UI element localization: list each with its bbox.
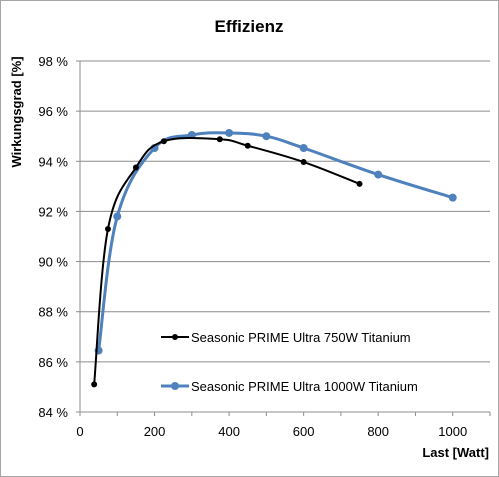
series-line-750w	[93, 137, 360, 385]
x-axis-label: Last [Watt]	[422, 445, 489, 460]
x-tick-label: 1000	[438, 424, 467, 439]
data-point-750w	[104, 225, 111, 232]
x-tick-label: 0	[76, 424, 83, 439]
series-line-1000w	[97, 131, 454, 351]
legend-marker-750w	[172, 334, 178, 340]
x-tick-label: 600	[293, 424, 315, 439]
axes-layer: 84 % 86 % 88 % 90 % 92 % 94 % 96 % 98 % 0 200 400 6…	[38, 54, 491, 439]
legend: Seasonic PRIME Ultra 750W Titanium Season…	[161, 330, 418, 394]
y-tick-label: 88 %	[38, 305, 68, 320]
chart-title: Effizienz	[215, 17, 284, 36]
y-tick-label: 98 %	[38, 54, 68, 69]
data-point-750w	[160, 138, 167, 145]
data-point-750w	[356, 180, 363, 187]
legend-label-750w: Seasonic PRIME Ultra 750W Titanium	[191, 330, 411, 345]
grid-layer	[80, 60, 490, 413]
y-tick-label: 86 %	[38, 355, 68, 370]
y-tick-label: 90 %	[38, 255, 68, 270]
y-tick-label: 92 %	[38, 204, 68, 219]
data-point-750w	[244, 142, 251, 149]
data-point-750w	[216, 136, 223, 143]
series-layer	[91, 128, 457, 388]
data-point-750w	[300, 159, 307, 166]
y-tick-label: 94 %	[38, 154, 68, 169]
x-tick-label: 800	[367, 424, 389, 439]
legend-marker-1000w	[171, 382, 179, 390]
series-750w	[91, 136, 363, 388]
series-1000w	[94, 128, 457, 355]
x-tick-label: 400	[218, 424, 240, 439]
data-point-1000w	[448, 193, 457, 202]
data-point-1000w	[262, 132, 271, 141]
data-point-1000w	[187, 130, 196, 139]
legend-label-1000w: Seasonic PRIME Ultra 1000W Titanium	[191, 379, 418, 394]
x-tick-label: 200	[144, 424, 166, 439]
y-tick-label: 96 %	[38, 104, 68, 119]
data-point-1000w	[299, 143, 308, 152]
data-point-1000w	[225, 128, 234, 137]
y-axis-label: Wirkungsgrad [%]	[9, 56, 24, 167]
data-point-1000w	[113, 212, 122, 221]
data-point-750w	[91, 381, 98, 388]
data-point-750w	[132, 164, 139, 171]
data-point-1000w	[374, 170, 383, 179]
y-tick-label: 84 %	[38, 405, 68, 420]
